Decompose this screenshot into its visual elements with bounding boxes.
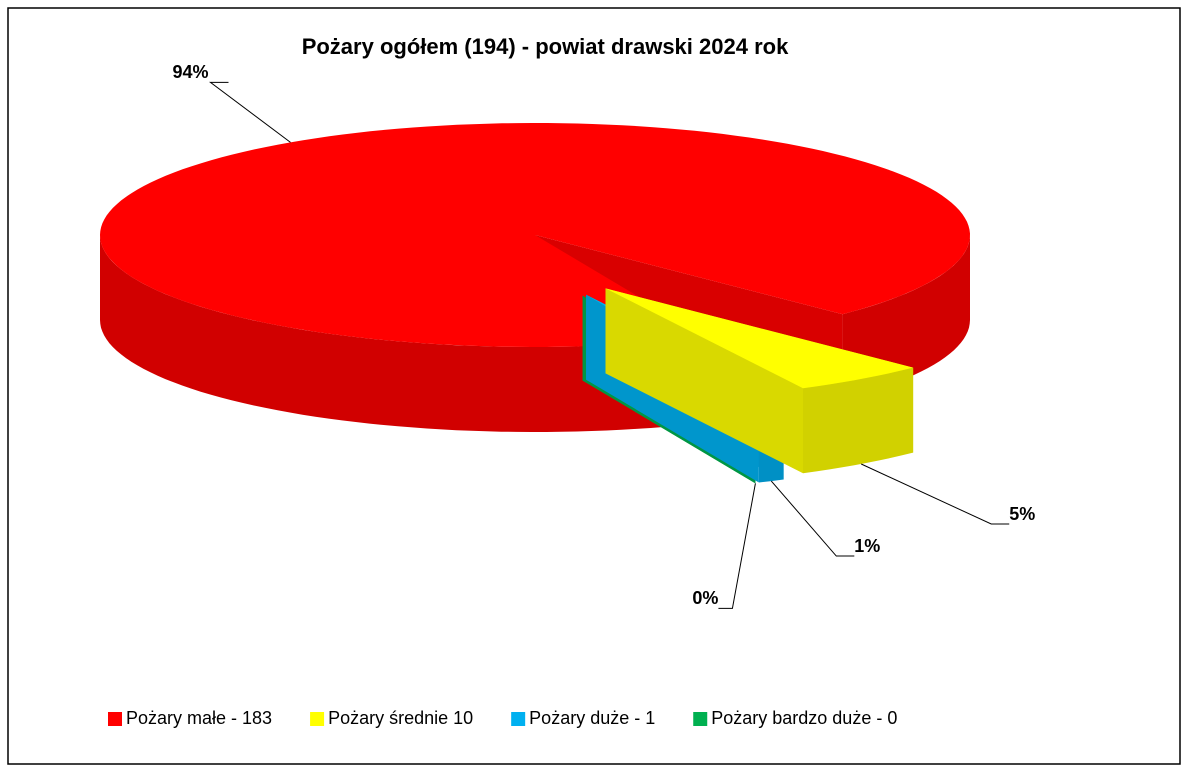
slice-rim [100,235,708,432]
leader-line [718,483,756,609]
data-label: 5% [1009,504,1035,524]
slice-top [100,123,970,347]
legend-swatch [693,712,708,726]
leader-line [770,480,855,557]
legend-label: Pożary duże - 1 [529,708,655,728]
legend-label: Pożary małe - 183 [126,708,272,728]
leader-line [861,463,1010,525]
data-label: 1% [854,536,880,556]
slice-rim [803,367,914,474]
legend-label: Pożary bardzo duże - 0 [711,708,897,728]
chart-title: Pożary ogółem (194) - powiat drawski 202… [302,34,789,59]
data-label: 94% [172,62,208,82]
leader-line [208,81,291,143]
slice-top [605,288,914,389]
slice-side [605,288,804,474]
legend-swatch [310,712,325,726]
legend-label: Pożary średnie 10 [328,708,473,728]
legend-swatch [108,712,122,726]
slice: 5% [605,288,1035,525]
data-label: 0% [692,588,718,608]
legend-swatch [511,712,526,726]
